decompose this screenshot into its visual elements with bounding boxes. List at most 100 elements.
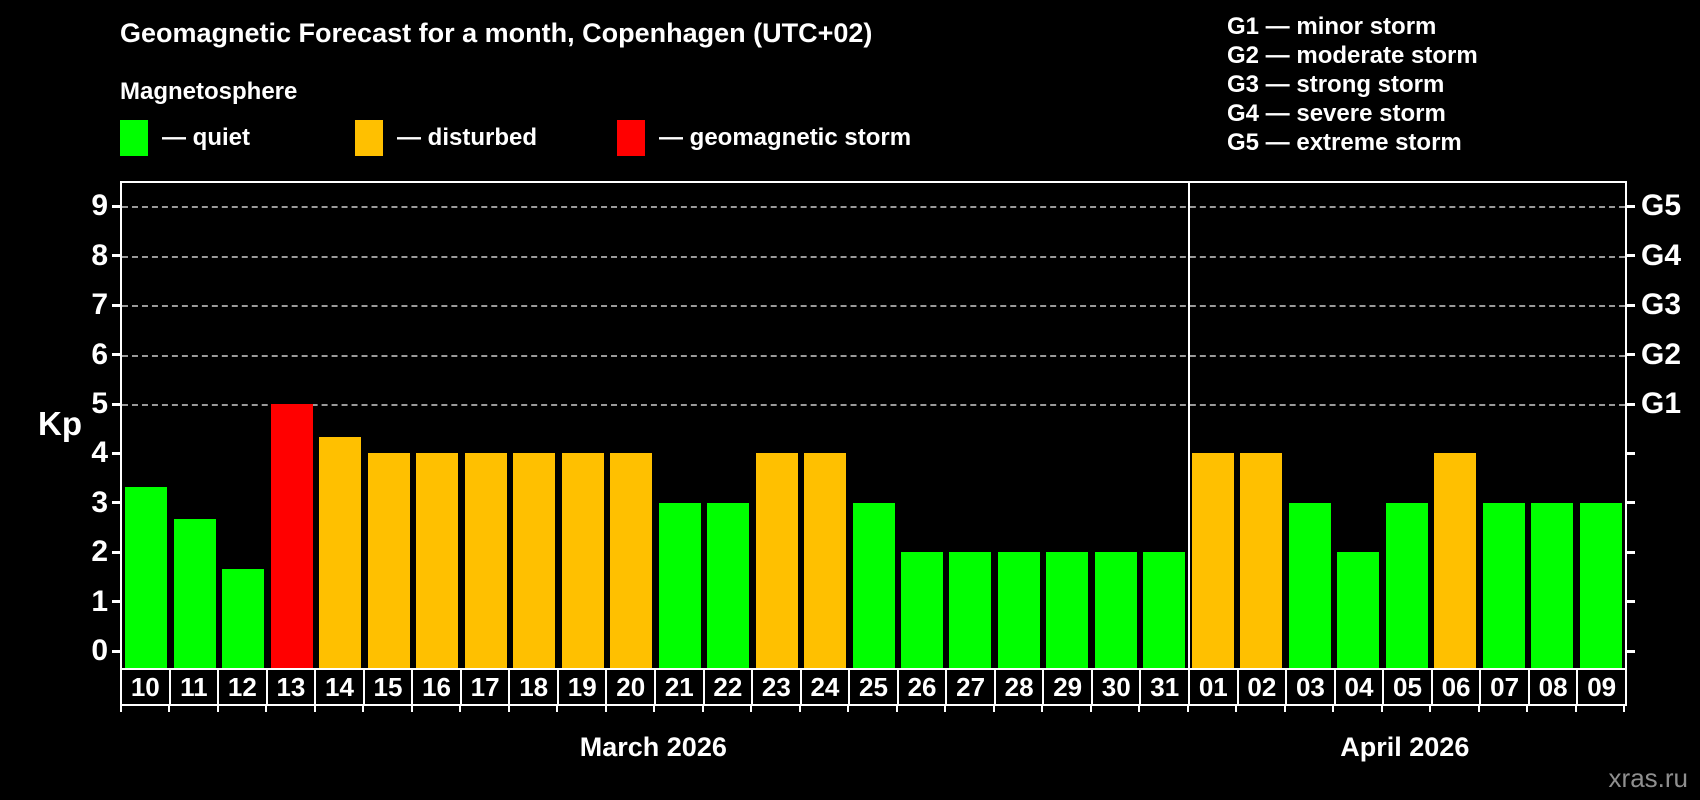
kp-bar-day-21 — [658, 502, 701, 668]
y-tick-5 — [112, 402, 122, 406]
legend-label-disturbed: — disturbed — [397, 124, 538, 151]
storm-scale-legend: G1 — minor storm G2 — moderate storm G3 — … — [1227, 12, 1478, 157]
gridline-kp7 — [122, 305, 1625, 308]
right-tick-7 — [1625, 303, 1635, 307]
kp-bar-day-13 — [270, 404, 313, 668]
date-subtick — [847, 704, 850, 712]
date-cell-20: 20 — [607, 670, 657, 704]
kp-bar-day-07 — [1482, 502, 1525, 668]
quiet-swatch-icon — [120, 120, 148, 156]
date-cell-25: 25 — [850, 670, 899, 704]
date-cell-30: 30 — [1093, 670, 1142, 704]
kp-bar-day-19 — [561, 453, 604, 668]
date-subtick — [1041, 704, 1044, 712]
storm-scale-line-5: G5 — extreme storm — [1227, 129, 1462, 156]
date-cell-31: 31 — [1141, 670, 1191, 704]
chart-title: Geomagnetic Forecast for a month, Copenh… — [120, 18, 873, 48]
date-subtick — [1526, 704, 1529, 712]
date-cell-08: 08 — [1530, 670, 1579, 704]
kp-bar-day-18 — [513, 453, 556, 668]
kp-bar-day-01 — [1191, 453, 1234, 668]
y-tick-label-9: 9 — [91, 189, 108, 223]
kp-bar-day-02 — [1240, 453, 1283, 668]
date-cell-17: 17 — [462, 670, 511, 704]
y-tick-7 — [112, 303, 122, 307]
y-tick-label-3: 3 — [91, 485, 108, 519]
storm-scale-line-4: G4 — severe storm — [1227, 100, 1446, 127]
date-cell-15: 15 — [365, 670, 414, 704]
y-tick-label-2: 2 — [91, 535, 108, 569]
right-tick-9 — [1625, 204, 1635, 208]
legend-item-quiet: — quiet — [120, 119, 250, 157]
y-tick-label-1: 1 — [91, 584, 108, 618]
right-tick-5 — [1625, 402, 1635, 406]
date-subtick — [653, 704, 656, 712]
right-tick-3 — [1625, 501, 1635, 505]
date-axis: 10 11 12 13 14 15 16 17 18 19 20 21 22 23 24 25 26 27 28 29… — [120, 668, 1627, 706]
date-cell-26: 26 — [899, 670, 948, 704]
kp-bar-day-17 — [464, 453, 507, 668]
date-cell-19: 19 — [559, 670, 608, 704]
watermark: xras.ru — [1608, 763, 1688, 793]
right-tick-1 — [1625, 600, 1635, 604]
date-subtick — [1429, 704, 1432, 712]
g-label-G4: G4 — [1641, 238, 1682, 272]
legend-label-quiet: — quiet — [162, 124, 250, 151]
kp-bar-day-30 — [1094, 552, 1137, 668]
date-cell-04: 04 — [1336, 670, 1385, 704]
y-tick-0 — [112, 649, 122, 653]
date-subtick — [168, 704, 171, 712]
date-subtick — [798, 704, 801, 712]
gridline-kp6 — [122, 354, 1625, 357]
date-subtick — [313, 704, 316, 712]
y-tick-label-5: 5 — [91, 387, 108, 420]
y-tick-label-7: 7 — [91, 288, 108, 322]
date-cell-27: 27 — [947, 670, 996, 704]
date-cell-28: 28 — [996, 670, 1045, 704]
legend-item-disturbed: — disturbed — [355, 119, 537, 157]
date-cell-10: 10 — [122, 670, 171, 704]
kp-bar-day-24 — [804, 453, 847, 668]
date-cell-06: 06 — [1433, 670, 1482, 704]
kp-bar-day-14 — [319, 437, 362, 668]
kp-bar-day-28 — [997, 552, 1040, 668]
y-tick-label-4: 4 — [91, 436, 108, 470]
storm-scale-line-2: G2 — moderate storm — [1227, 42, 1478, 69]
gridline-kp8 — [122, 255, 1625, 258]
y-axis-title: Kp — [38, 405, 82, 442]
date-cell-18: 18 — [510, 670, 559, 704]
date-cell-23: 23 — [753, 670, 802, 704]
date-cell-09: 09 — [1587, 671, 1617, 702]
right-tick-8 — [1625, 254, 1635, 258]
month-label-march: March 2026 — [579, 732, 727, 762]
kp-bar-day-29 — [1046, 552, 1089, 668]
date-subtick — [1089, 704, 1092, 712]
date-subtick — [1574, 704, 1577, 712]
kp-bar-day-31 — [1143, 552, 1186, 668]
kp-bar-day-03 — [1288, 502, 1331, 668]
kp-bar-day-22 — [707, 502, 750, 668]
kp-bar-day-25 — [852, 502, 895, 668]
date-subtick — [1477, 704, 1480, 712]
date-cell-12: 12 — [219, 670, 268, 704]
date-subtick — [1332, 704, 1335, 712]
date-subtick — [120, 704, 122, 712]
y-tick-1 — [112, 600, 122, 604]
kp-bar-day-09 — [1579, 502, 1622, 668]
date-cell-24: 24 — [802, 670, 851, 704]
magnetosphere-label: Magnetosphere — [120, 78, 298, 105]
g-label-G2: G2 — [1641, 337, 1682, 371]
right-tick-4 — [1625, 451, 1635, 455]
date-subtick — [1283, 704, 1286, 712]
kp-bar-day-11 — [173, 519, 216, 668]
storm-swatch-icon — [617, 120, 645, 156]
date-cell-07: 07 — [1481, 670, 1530, 704]
kp-bar-day-23 — [755, 453, 798, 668]
date-subtick — [362, 704, 365, 712]
date-cell-11: 11 — [171, 670, 220, 704]
kp-bar-day-06 — [1434, 453, 1477, 668]
y-tick-6 — [112, 353, 122, 357]
kp-bar-day-15 — [367, 453, 410, 668]
g-label-G3: G3 — [1641, 288, 1682, 322]
date-subtick — [1235, 704, 1238, 712]
